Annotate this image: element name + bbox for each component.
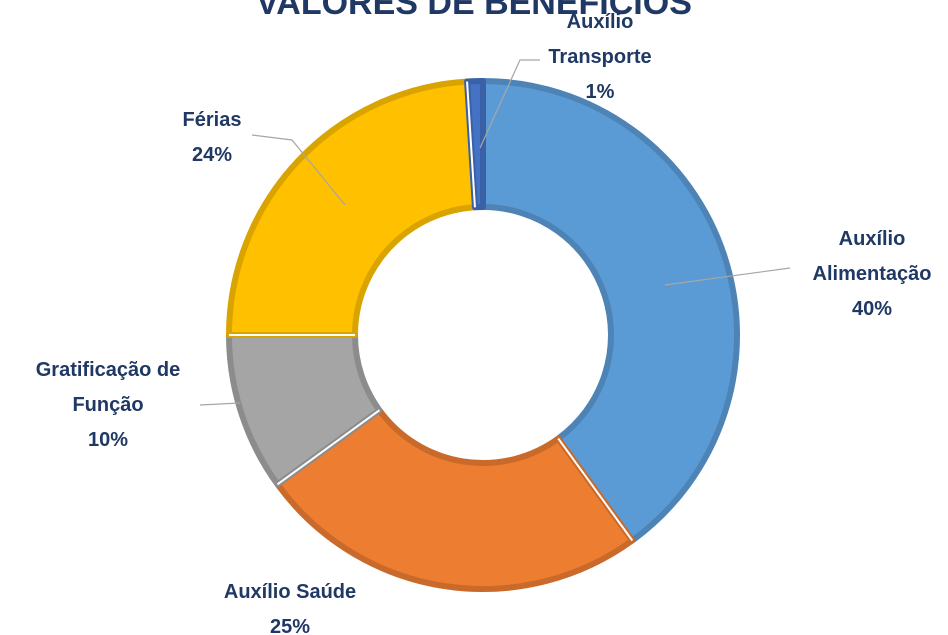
slice-separator <box>276 409 381 486</box>
category-label: Auxílio Alimentação <box>812 228 932 285</box>
slice-label: Auxílio Saúde 25% <box>180 575 400 635</box>
category-label: Férias <box>182 109 242 131</box>
leader-line <box>251 134 346 206</box>
value-label: 40% <box>851 298 893 320</box>
slice-label: Férias 24% <box>152 103 272 173</box>
value-label: 10% <box>87 429 129 451</box>
value-label: 24% <box>191 144 233 166</box>
chart-title: VALORES DE BENEFÍCIOS <box>256 0 692 22</box>
value-label: 25% <box>269 616 311 635</box>
slice-label: Auxílio Alimentação 40% <box>802 222 942 327</box>
donut-slice <box>464 78 486 211</box>
donut-slice <box>274 407 636 592</box>
slice-label: Gratificação de Função 10% <box>13 353 203 458</box>
category-label: Gratificação de Função <box>35 359 181 416</box>
category-label: Auxílio Transporte <box>548 11 652 68</box>
leader-line <box>664 267 791 286</box>
donut-slice <box>226 78 478 338</box>
leader-line <box>199 402 241 406</box>
donut-slice <box>480 78 740 544</box>
category-label: Auxílio Saúde <box>223 581 357 603</box>
slice-label: Auxílio Transporte 1% <box>530 5 670 110</box>
slice-separator <box>557 437 634 542</box>
leader-line <box>479 59 540 149</box>
value-label: 1% <box>585 81 615 103</box>
slice-separator <box>466 81 476 208</box>
